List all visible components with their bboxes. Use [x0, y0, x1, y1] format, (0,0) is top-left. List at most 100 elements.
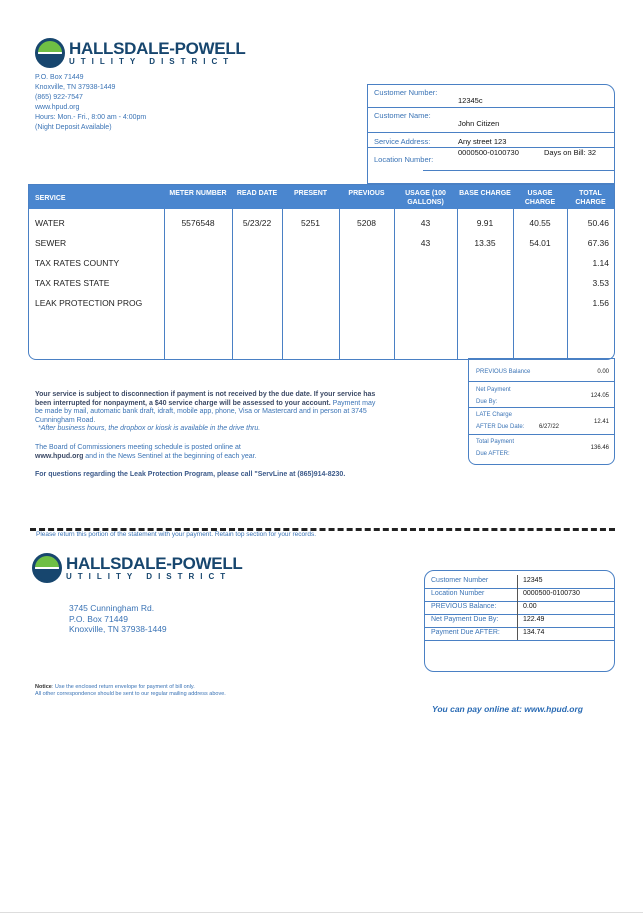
- customer-name: John Citizen: [458, 119, 500, 128]
- days-on-bill: Days on Bill: 32: [544, 148, 597, 157]
- table-cell: SEWER: [35, 238, 67, 248]
- hours: Hours: Mon.- Fri., 8:00 am - 4:00pm: [35, 114, 147, 121]
- table-cell: 5208: [357, 218, 376, 228]
- table-cell: 54.01: [529, 238, 551, 248]
- table-cell: 5251: [301, 218, 320, 228]
- notice-text-2: All other correspondence should be sent …: [35, 691, 226, 697]
- address-line: P.O. Box 71449: [69, 613, 128, 624]
- total-payment: 136.46: [590, 445, 609, 451]
- address-line: Knoxville, TN 37938-1449: [69, 624, 167, 634]
- after-due-date-label: AFTER Due Date:: [476, 424, 525, 430]
- payment-methods: Payment may be made by mail, automatic b…: [35, 399, 376, 424]
- logo-name: HALLSDALE-POWELL: [69, 38, 246, 58]
- total-payment-label: Total Payment: [476, 439, 515, 445]
- stub-value: 12345: [523, 577, 543, 584]
- due-after-label: Due AFTER:: [476, 451, 510, 457]
- column-header: SERVICE: [35, 195, 66, 202]
- stub-label: Payment Due AFTER:: [431, 629, 500, 636]
- table-cell: 40.55: [529, 218, 551, 228]
- customer-number: 12345c: [458, 96, 483, 105]
- stub-label: PREVIOUS Balance:: [431, 603, 497, 610]
- column-header: USAGE (100 GALLONS): [405, 190, 446, 206]
- table-cell: TAX RATES COUNTY: [35, 258, 120, 268]
- stub-notice: Notice: Use the enclosed return envelope…: [35, 684, 226, 698]
- pay-online-link[interactable]: You can pay online at: www.hpud.org: [432, 704, 583, 714]
- table-cell: 9.91: [476, 218, 494, 228]
- company-address: P.O. Box 71449 Knoxville, TN 37938-1449 …: [35, 73, 146, 133]
- stub-row: Payment Due AFTER: 134.74: [425, 627, 614, 641]
- column-divider: [457, 209, 458, 359]
- table-cell: 5576548: [181, 218, 215, 228]
- due-by-label: Due By:: [476, 399, 498, 405]
- table-cell: WATER: [35, 218, 65, 228]
- stub-value: 0.00: [523, 603, 537, 610]
- address-line: Knoxville, TN 37938-1449: [35, 84, 116, 91]
- table-cell: 50.46: [587, 218, 609, 228]
- service-address: Any street 123: [458, 137, 507, 146]
- board-text-2: and in the News Sentinel at the beginnin…: [83, 452, 257, 460]
- notice-label: Notice: [35, 684, 52, 690]
- website-link[interactable]: www.hpud.org: [35, 104, 80, 111]
- column-header: READ DATE: [236, 190, 278, 197]
- net-payment: 124.05: [590, 393, 609, 399]
- customer-info-box: Customer Number: 12345c Customer Name: J…: [367, 84, 615, 184]
- location-number: 0000500-0100730: [458, 148, 519, 157]
- table-cell: 43: [420, 238, 431, 248]
- late-charge-label: LATE Charge: [476, 412, 512, 418]
- column-divider: [232, 209, 233, 359]
- stub-value: 0000500-0100730: [523, 590, 580, 597]
- column-header: METER NUMBER: [169, 190, 227, 197]
- disconnection-warning: Your service is subject to disconnection…: [35, 391, 376, 407]
- column-header: USAGE CHARGE: [524, 190, 556, 206]
- charges-table: SERVICE METER NUMBER READ DATE PRESENT PREVI…: [28, 184, 615, 360]
- logo-name: HALLSDALE-POWELL: [66, 553, 243, 573]
- table-header: SERVICE METER NUMBER READ DATE PRESENT PREVI…: [29, 185, 614, 209]
- table-cell: 5/23/22: [242, 218, 272, 228]
- logo-icon: [32, 553, 62, 583]
- table-cell: 13.35: [474, 238, 496, 248]
- night-deposit: (Night Deposit Available): [35, 124, 112, 131]
- after-hours-note: *After business hours, the dropbox or ki…: [38, 425, 261, 432]
- table-cell: TAX RATES STATE: [35, 278, 110, 288]
- stub-logo: HALLSDALE-POWELL UTILITY DISTRICT: [32, 553, 243, 583]
- address-line: P.O. Box 71449: [35, 74, 84, 81]
- table-cell: 1.56: [592, 298, 609, 308]
- stub-row: Location Number 0000500-0100730: [425, 588, 614, 602]
- table-cell: 3.53: [592, 278, 609, 288]
- table-cell: 67.36: [587, 238, 609, 248]
- tear-line: [30, 528, 615, 531]
- logo-icon: [35, 38, 65, 68]
- stub-label: Net Payment Due By:: [431, 616, 499, 623]
- column-header: PREVIOUS: [348, 190, 385, 197]
- stub-row: Customer Number 12345: [425, 575, 614, 589]
- stub-label: Location Number: [431, 590, 485, 597]
- board-link[interactable]: www.hpud.org: [35, 452, 84, 460]
- phone: (865) 922-7547: [35, 94, 83, 101]
- leak-protection-notice: For questions regarding the Leak Protect…: [35, 471, 346, 478]
- disconnection-notice: Your service is subject to disconnection…: [35, 391, 380, 434]
- column-divider: [339, 209, 340, 359]
- company-logo: HALLSDALE-POWELL UTILITY DISTRICT: [35, 38, 246, 68]
- column-header: PRESENT: [293, 190, 328, 197]
- column-divider: [567, 209, 568, 359]
- column-divider: [513, 209, 514, 359]
- location-number-label: Location Number:: [374, 155, 434, 164]
- stub-value: 134.74: [523, 629, 545, 636]
- column-divider: [394, 209, 395, 359]
- table-cell: LEAK PROTECTION PROG: [35, 298, 143, 308]
- board-notice: The Board of Commissioners meeting sched…: [35, 444, 335, 461]
- after-due-date: 6/27/22: [539, 424, 560, 430]
- board-text: The Board of Commissioners meeting sched…: [35, 444, 241, 451]
- stub-label: Customer Number: [431, 577, 489, 584]
- customer-number-label: Customer Number:: [374, 88, 438, 97]
- balance-summary-box: PREVIOUS Balance 0.00 Net Payment Due By…: [468, 358, 615, 465]
- address-line: 3745 Cunningham Rd.: [69, 603, 155, 613]
- return-note: Please return this portion of the statem…: [36, 531, 317, 538]
- service-address-label: Service Address:: [374, 137, 431, 146]
- remit-address: 3745 Cunningham Rd. P.O. Box 71449 Knoxv…: [69, 603, 167, 635]
- stub-value: 122.49: [523, 616, 545, 623]
- column-header: BASE CHARGE: [459, 190, 511, 197]
- late-charge: 12.41: [593, 419, 609, 425]
- table-cell: 1.14: [592, 258, 609, 268]
